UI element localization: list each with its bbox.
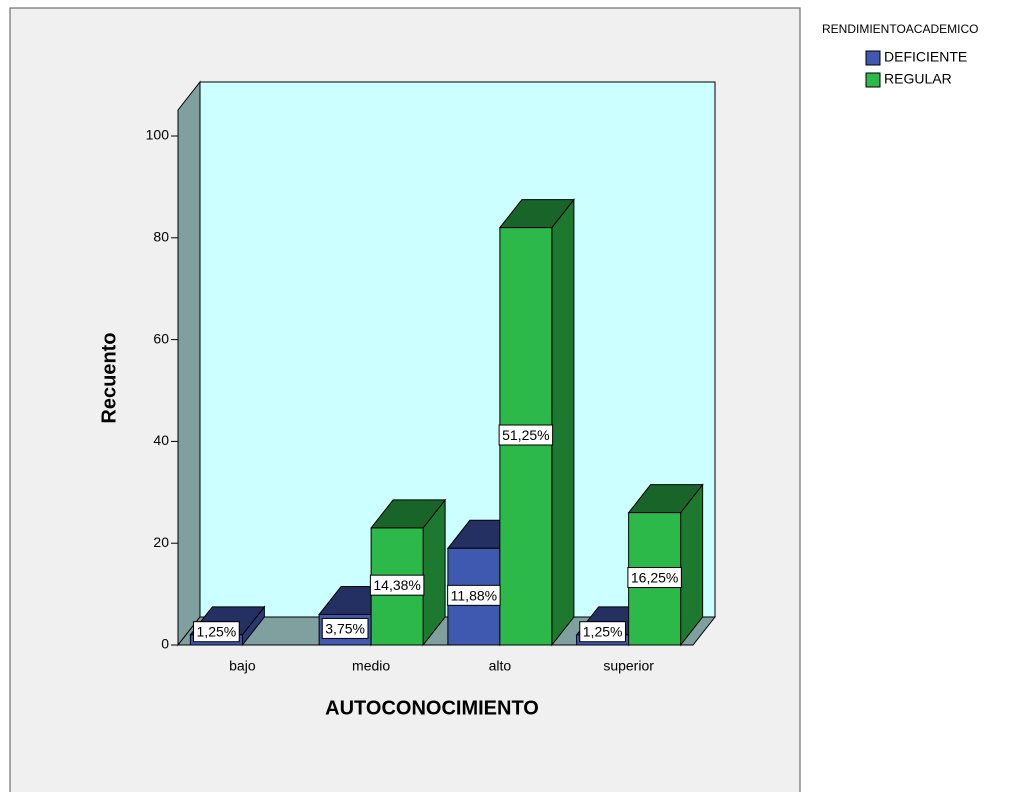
data-label-box	[627, 567, 682, 589]
y-axis-title: Recuento	[98, 332, 120, 423]
data-label-box	[193, 621, 240, 643]
bar	[498, 198, 575, 647]
data-label-box	[579, 621, 626, 643]
bar	[627, 483, 704, 647]
legend-swatch	[865, 72, 881, 88]
x-axis-title: AUTOCONOCIMIENTO	[325, 697, 539, 719]
data-label: 1,25%	[583, 624, 623, 640]
data-label: 1,25%	[197, 624, 237, 640]
side-wall	[177, 80, 201, 647]
legend-title: RENDIMIENTOACADEMICO	[822, 22, 978, 36]
data-label-box	[321, 617, 369, 639]
y-tick-label: 0	[161, 636, 169, 652]
data-label: 3,75%	[325, 620, 365, 636]
x-tick-label: bajo	[229, 658, 256, 674]
y-tick-label: 20	[153, 534, 169, 550]
bar	[370, 498, 447, 647]
y-tick-label: 40	[153, 432, 169, 448]
data-label-box	[369, 574, 425, 596]
data-label: 11,88%	[451, 587, 497, 603]
x-tick-label: superior	[603, 658, 654, 674]
x-tick-label: medio	[352, 658, 390, 674]
legend-label: DEFICIENTE	[884, 49, 967, 65]
legend-swatch	[865, 50, 881, 66]
y-tick-label: 100	[146, 127, 170, 143]
y-tick-label: 60	[153, 330, 169, 346]
y-tick-label: 80	[153, 229, 169, 245]
data-label: 16,25%	[631, 570, 678, 586]
data-label-box	[498, 424, 554, 446]
data-label-box	[447, 584, 501, 606]
bar-face	[551, 198, 575, 647]
data-label: 14,38%	[373, 577, 420, 593]
legend-label: REGULAR	[884, 71, 952, 87]
data-label: 51,25%	[502, 427, 549, 443]
x-tick-label: alto	[489, 658, 512, 674]
